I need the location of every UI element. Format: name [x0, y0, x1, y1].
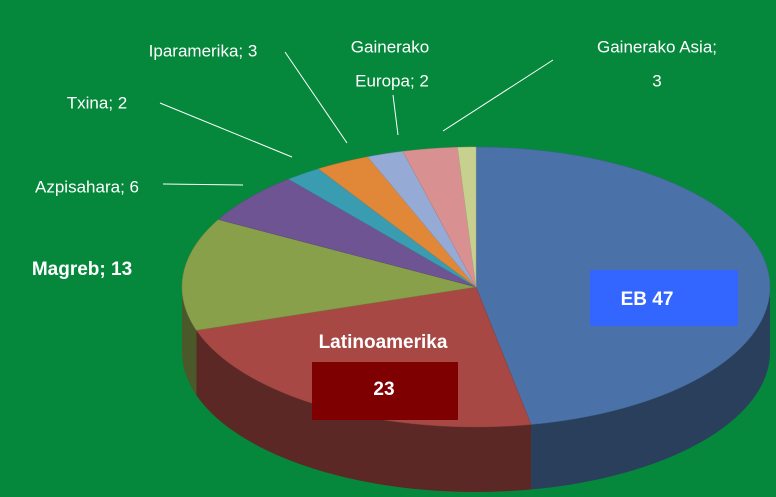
- slice: [181, 219, 477, 331]
- data-label: Txina; 2: [67, 93, 127, 112]
- data-label: Europa; 2: [355, 71, 429, 90]
- label-box: [312, 362, 458, 420]
- slice-side: [196, 330, 532, 492]
- data-label: Latinoamerika: [319, 332, 448, 353]
- leader-line: [162, 183, 244, 186]
- slice: [317, 156, 477, 288]
- data-label: Gainerako Asia;: [597, 37, 717, 56]
- data-label: Gainerako: [351, 37, 429, 56]
- slice-side: [531, 287, 770, 490]
- leader-line: [159, 102, 293, 158]
- leader-line: [392, 94, 399, 136]
- data-label: Iparamerika; 3: [149, 41, 258, 60]
- slice-side: [182, 287, 197, 396]
- data-label: Magreb; 13: [32, 259, 132, 280]
- slice: [217, 178, 477, 288]
- leader-line: [442, 59, 554, 132]
- slice: [457, 146, 477, 288]
- data-label: EB 47: [621, 289, 674, 310]
- slice: [367, 151, 477, 288]
- leader-line: [284, 51, 348, 144]
- slice: [288, 168, 477, 288]
- data-label: Azpisahara; 6: [35, 177, 139, 196]
- data-label: 23: [373, 379, 394, 400]
- data-label: 3: [652, 71, 661, 90]
- label-box: [590, 270, 738, 326]
- slice: [402, 147, 477, 288]
